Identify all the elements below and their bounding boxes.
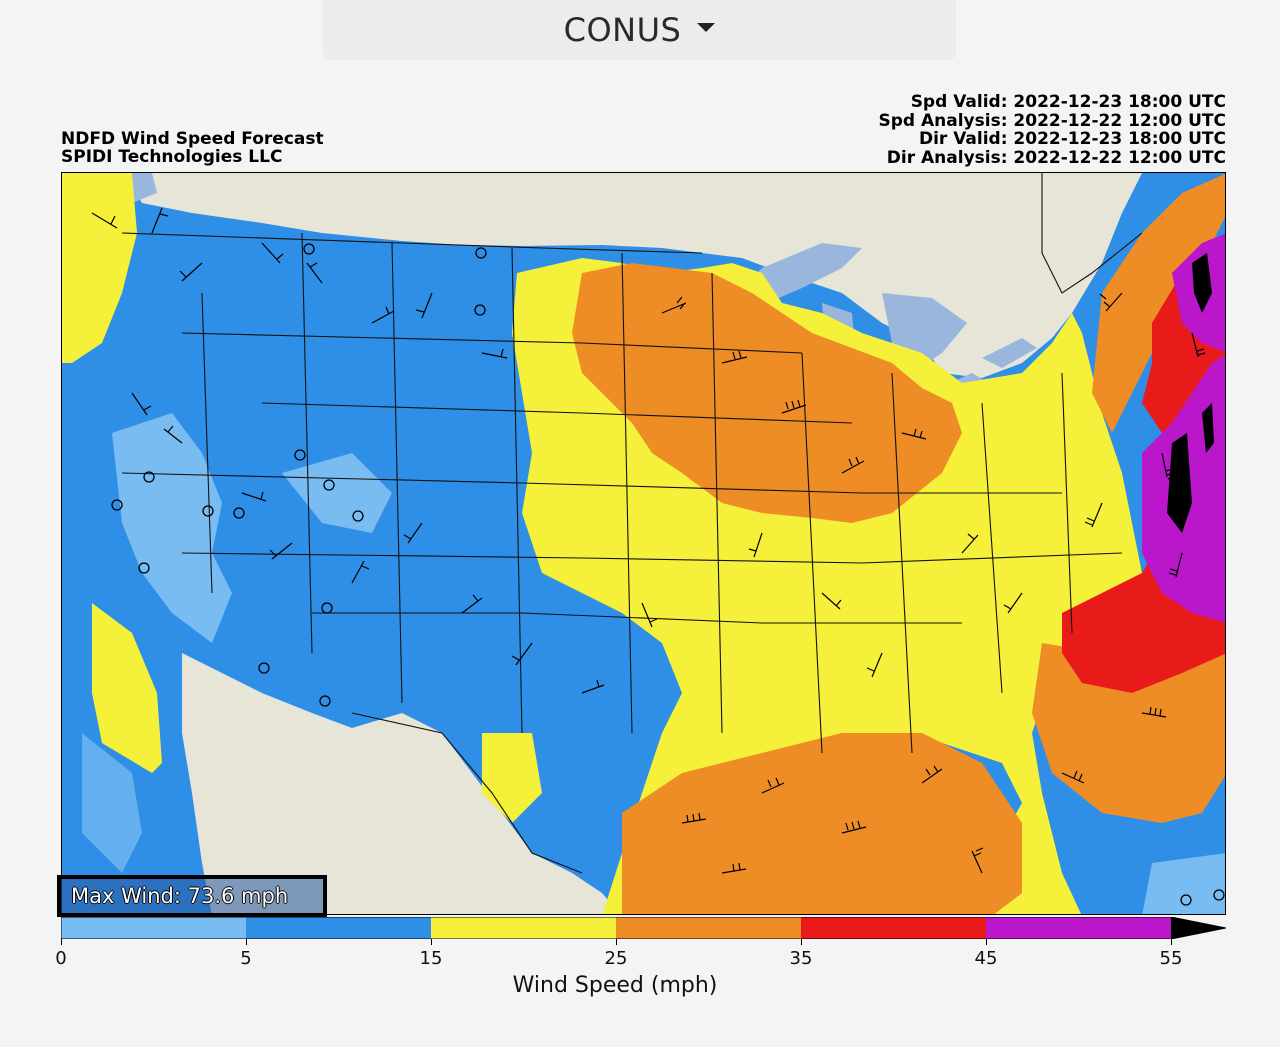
colorbar-tick-mark xyxy=(616,939,617,945)
colorbar-tick-mark xyxy=(986,939,987,945)
colorbar-bin-35-45 xyxy=(801,917,986,939)
borders xyxy=(121,173,1143,874)
colorbar-tick-label: 35 xyxy=(789,948,813,969)
wind-speed-map[interactable] xyxy=(61,172,1226,915)
dir-analysis-time: Dir Analysis: 2022-12-22 12:00 UTC xyxy=(886,147,1226,168)
colorbar-tick-label: 45 xyxy=(974,948,998,969)
caret-down-icon xyxy=(697,22,716,32)
spd-valid-time: Spd Valid: 2022-12-23 18:00 UTC xyxy=(910,92,1226,112)
colorbar-tick-mark xyxy=(431,939,432,945)
colorbar-tick-label: 5 xyxy=(240,948,252,969)
dir-valid-time: Dir Valid: 2022-12-23 18:00 UTC xyxy=(918,129,1226,149)
colorbar-tick-mark xyxy=(1171,939,1172,945)
colorbar-tick-mark xyxy=(801,939,802,945)
zone-0-5mph xyxy=(82,413,1225,914)
colorbar-bin-0-5 xyxy=(61,917,246,939)
calm-markers xyxy=(111,243,1225,906)
wind-map-svg xyxy=(62,173,1225,914)
colorbar-bin-45-55 xyxy=(986,917,1171,939)
colorbar-tick-label: 25 xyxy=(604,948,628,969)
colorbar-label: Wind Speed (mph) xyxy=(512,973,718,998)
spd-analysis-time: Spd Analysis: 2022-12-22 12:00 UTC xyxy=(878,110,1227,131)
zone-55plus-mph xyxy=(1167,253,1214,533)
forecast-times: Spd Valid: 2022-12-23 18:00 UTC Spd Anal… xyxy=(879,93,1227,167)
colorbar-extend-max xyxy=(1171,917,1226,939)
colorbar-tick-label: 0 xyxy=(55,948,67,969)
colorbar-tick-mark xyxy=(246,939,247,945)
colorbar-tick-mark xyxy=(61,939,62,945)
map-title: NDFD Wind Speed Forecast xyxy=(61,129,324,149)
region-select-value: CONUS xyxy=(563,11,682,49)
colorbar xyxy=(61,917,1226,939)
colorbar-bin-25-35 xyxy=(616,917,801,939)
map-org: SPIDI Technologies LLC xyxy=(61,147,283,167)
colorbar-tick-label: 15 xyxy=(419,948,443,969)
colorbar-bin-15-25 xyxy=(431,917,616,939)
background-land xyxy=(122,173,1142,914)
colorbar-outline xyxy=(61,917,1226,939)
zone-25-35mph xyxy=(572,173,1225,914)
colorbar-bin-5-15 xyxy=(246,917,431,939)
region-select[interactable]: CONUS xyxy=(323,0,956,60)
map-title-block: NDFD Wind Speed Forecast SPIDI Technolog… xyxy=(61,130,324,166)
wind-barbs xyxy=(91,207,1206,874)
colorbar-tick-label: 55 xyxy=(1159,948,1183,969)
max-wind-label: Max Wind: 73.6 mph xyxy=(57,875,327,917)
